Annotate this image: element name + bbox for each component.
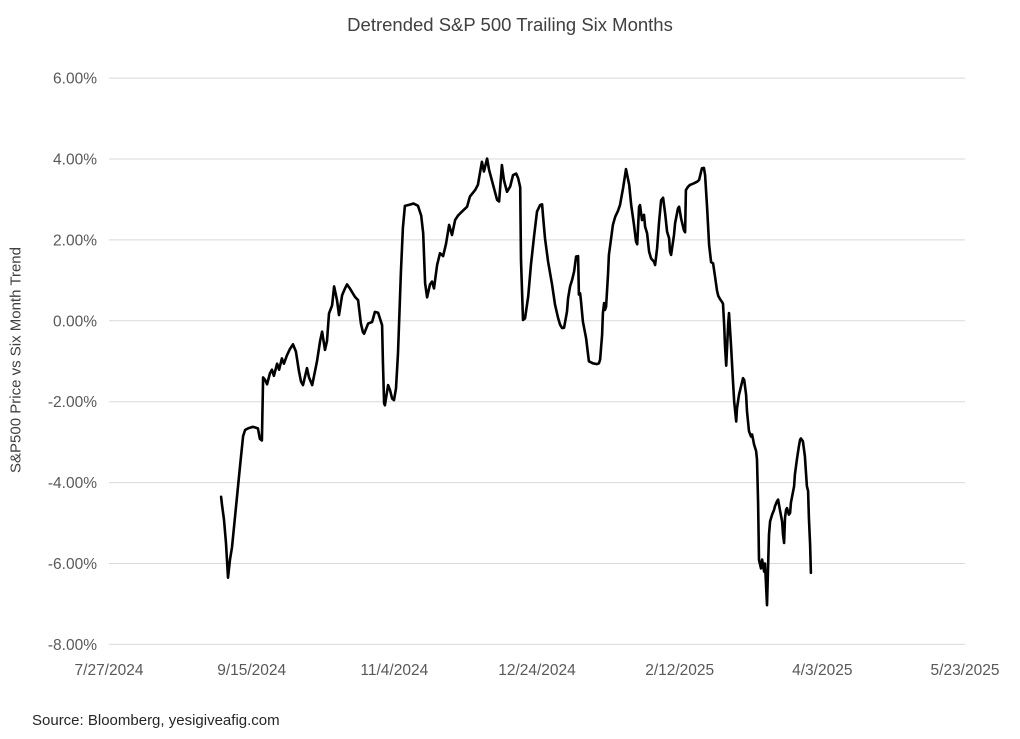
- y-tick-label: -6.00%: [48, 556, 97, 573]
- y-tick-label: 0.00%: [53, 313, 97, 330]
- y-tick-label: -8.00%: [48, 637, 97, 654]
- y-tick-label: -4.00%: [48, 475, 97, 492]
- source-note: Source: Bloomberg, yesigiveafig.com: [32, 712, 280, 729]
- y-tick-label: 2.00%: [53, 232, 97, 249]
- x-tick-label: 11/4/2024: [360, 662, 428, 679]
- x-tick-label: 12/24/2024: [498, 662, 576, 679]
- y-tick-label: 4.00%: [53, 152, 97, 169]
- y-tick-label: -2.00%: [48, 394, 97, 411]
- series-line: [219, 157, 813, 607]
- x-tick-label: 9/15/2024: [217, 662, 286, 679]
- x-tick-label: 4/3/2025: [792, 662, 852, 679]
- x-tick-label: 7/27/2024: [75, 662, 144, 679]
- chart-title: Detrended S&P 500 Trailing Six Months: [347, 14, 673, 35]
- x-tick-label: 2/12/2025: [645, 662, 714, 679]
- y-tick-label: 6.00%: [53, 71, 97, 88]
- x-tick-label: 5/23/2025: [931, 662, 1000, 679]
